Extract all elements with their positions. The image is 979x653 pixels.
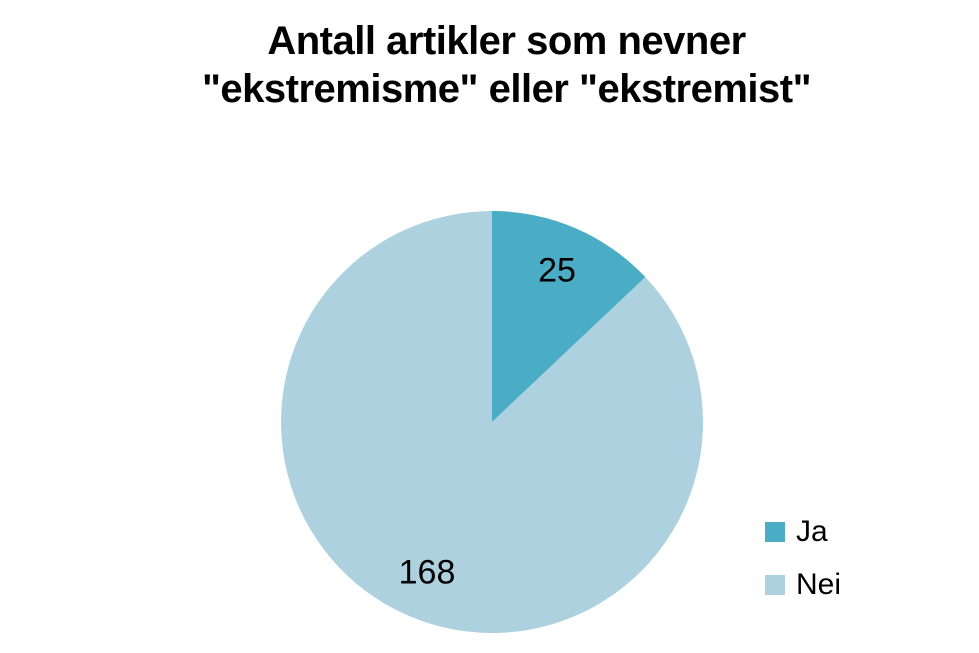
chart-title: Antall artikler som nevner "ekstremisme"…	[17, 17, 979, 113]
legend-item-nei: Nei	[765, 565, 841, 605]
legend: Ja Nei	[765, 512, 841, 618]
legend-label-ja: Ja	[796, 515, 828, 548]
legend-item-ja: Ja	[765, 512, 841, 552]
legend-swatch-nei	[765, 575, 785, 595]
legend-swatch-ja	[765, 522, 785, 542]
slice-label-1: 168	[398, 553, 456, 592]
chart-title-line2: "ekstremisme" eller "ekstremist"	[201, 67, 812, 111]
chart-title-line1: Antall artikler som nevner	[267, 19, 746, 63]
pie-slice-ja	[492, 211, 646, 422]
legend-label-nei: Nei	[796, 568, 842, 601]
pie-slice-nei	[281, 211, 704, 633]
slice-label-0: 25	[538, 251, 576, 290]
